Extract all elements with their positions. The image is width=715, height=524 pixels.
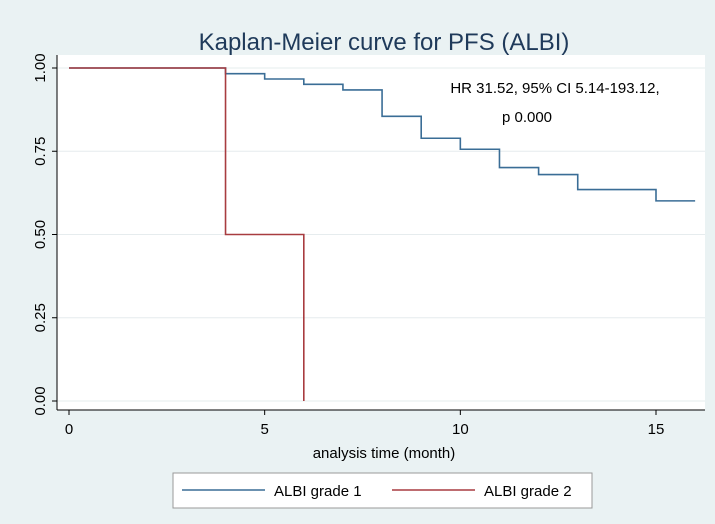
chart-title: Kaplan-Meier curve for PFS (ALBI) <box>199 29 570 56</box>
plot-area <box>57 55 705 410</box>
x-tick-label-3: 15 <box>648 421 665 438</box>
series-line-2 <box>69 67 305 401</box>
x-axis-label: analysis time (month) <box>313 445 456 462</box>
y-tick-label-4: 1.00 <box>32 53 49 82</box>
legend-label-albi-grade-1: ALBI grade 1 <box>274 483 362 500</box>
legend-label-albi-grade-2: ALBI grade 2 <box>484 483 572 500</box>
x-tick-label-2: 10 <box>452 421 469 438</box>
series-layer <box>69 67 696 401</box>
axes: 0.00 0.25 0.50 0.75 1.00 0 5 10 15 <box>32 53 705 438</box>
x-tick-label-0: 0 <box>65 421 73 438</box>
y-tick-label-1: 0.25 <box>32 303 49 332</box>
y-tick-label-2: 0.50 <box>32 220 49 249</box>
annotation-line-1: HR 31.52, 95% CI 5.14-193.12, <box>450 80 659 97</box>
y-tick-label-0: 0.00 <box>32 386 49 415</box>
x-tick-label-1: 5 <box>260 421 268 438</box>
series-line-1 <box>69 67 696 202</box>
legend: ALBI grade 1 ALBI grade 2 <box>172 472 593 509</box>
y-tick-label-3: 0.75 <box>32 137 49 166</box>
gridlines <box>57 67 705 402</box>
annotation-line-2: p 0.000 <box>502 109 552 126</box>
